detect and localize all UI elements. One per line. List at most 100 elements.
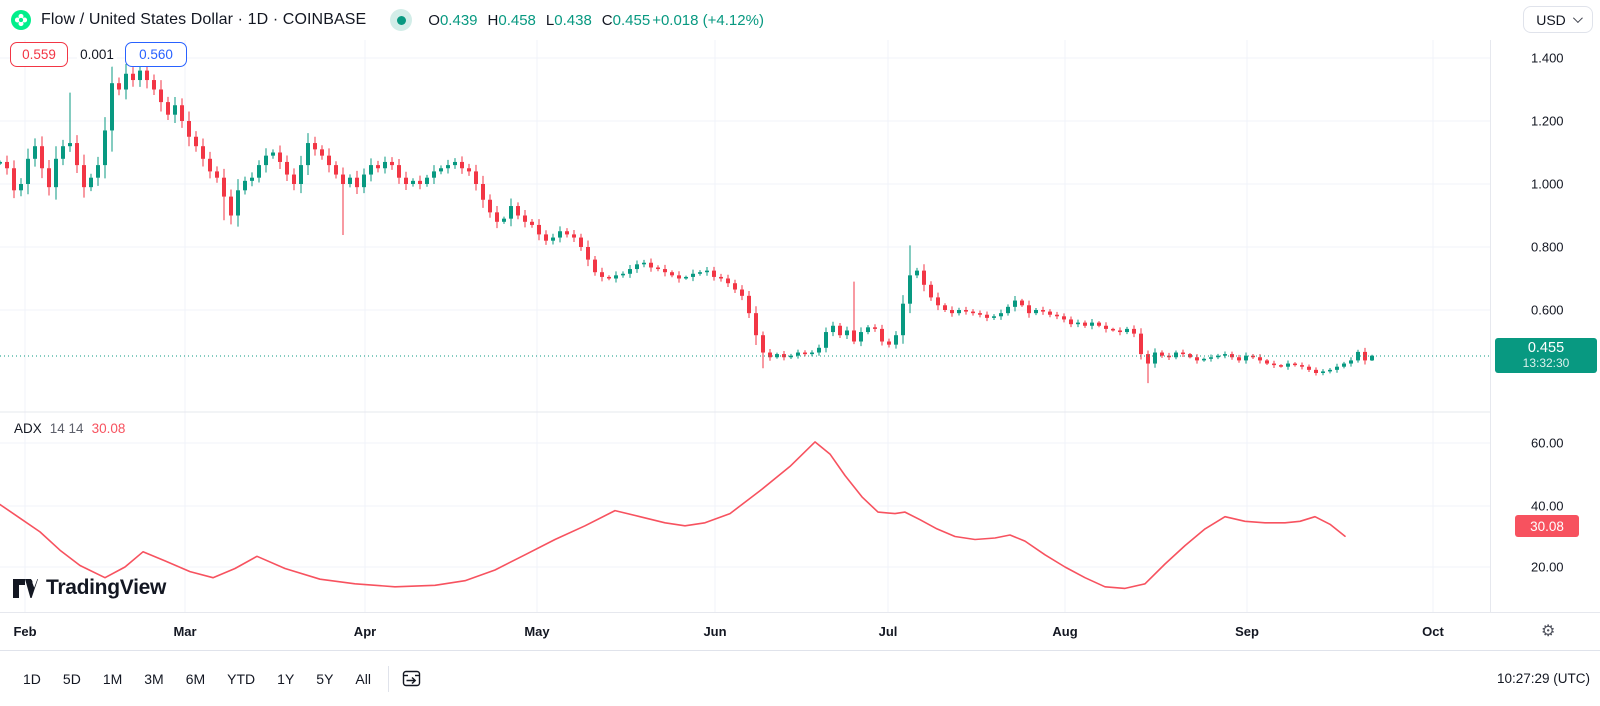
price-tick-label: 1.200 bbox=[1531, 113, 1564, 129]
currency-selector[interactable]: USD bbox=[1523, 6, 1593, 33]
market-status-icon[interactable] bbox=[390, 9, 413, 31]
candle-body bbox=[565, 231, 569, 235]
candle-body bbox=[439, 168, 443, 172]
candle-body bbox=[481, 184, 485, 200]
utc-clock[interactable]: 10:27:29 (UTC) bbox=[1496, 671, 1590, 686]
candle-body bbox=[33, 146, 37, 159]
adx-tick-label: 60.00 bbox=[1531, 435, 1564, 451]
range-button-all[interactable]: All bbox=[355, 670, 371, 687]
candle-body bbox=[467, 168, 471, 172]
candle-body bbox=[866, 327, 870, 333]
candle-body bbox=[278, 152, 282, 162]
candle-body bbox=[957, 310, 961, 314]
month-label-may[interactable]: May bbox=[524, 624, 550, 639]
candle-body bbox=[173, 105, 177, 115]
bar-countdown: 13:32:30 bbox=[1522, 356, 1570, 370]
candle-body bbox=[1349, 360, 1353, 364]
range-button-6m[interactable]: 6M bbox=[185, 670, 206, 687]
candle-body bbox=[516, 206, 520, 216]
month-label-jun[interactable]: Jun bbox=[703, 624, 727, 639]
candle-body bbox=[460, 161, 464, 169]
go-to-date-button[interactable] bbox=[401, 668, 422, 689]
candle-body bbox=[873, 327, 877, 329]
chevron-down-icon bbox=[1572, 13, 1583, 24]
candle-body bbox=[824, 332, 828, 348]
candle-body bbox=[327, 155, 331, 166]
candle-body bbox=[166, 102, 170, 115]
range-button-1d[interactable]: 1D bbox=[23, 670, 41, 687]
candle-body bbox=[369, 165, 373, 175]
candle-body bbox=[642, 262, 646, 265]
adx-value: 30.08 bbox=[91, 421, 126, 436]
candle-body bbox=[495, 212, 499, 222]
candle-body bbox=[124, 73, 128, 90]
month-label-jul[interactable]: Jul bbox=[878, 624, 898, 639]
range-button-1y[interactable]: 1Y bbox=[277, 670, 295, 687]
candle-body bbox=[1153, 352, 1157, 364]
buy-price-button[interactable]: 0.560 bbox=[125, 42, 187, 67]
price-tick-label: 1.000 bbox=[1531, 176, 1564, 192]
range-button-5d[interactable]: 5D bbox=[62, 670, 81, 687]
gear-icon[interactable]: ⚙ bbox=[1541, 623, 1556, 640]
candle-body bbox=[320, 149, 324, 156]
candle-body bbox=[579, 237, 583, 247]
candle-body bbox=[1055, 314, 1059, 317]
candle-body bbox=[1335, 366, 1339, 370]
range-button-5y[interactable]: 5Y bbox=[316, 670, 334, 687]
candle-body bbox=[1013, 300, 1017, 307]
tradingview-watermark[interactable]: TradingView bbox=[12, 576, 166, 600]
candle-body bbox=[838, 325, 842, 336]
candle-body bbox=[929, 284, 933, 298]
candle-body bbox=[1097, 322, 1101, 326]
candle-body bbox=[152, 80, 156, 90]
candle-body bbox=[61, 146, 65, 159]
sell-price-button[interactable]: 0.559 bbox=[10, 42, 68, 67]
candle-body bbox=[5, 161, 9, 169]
range-button-3m[interactable]: 3M bbox=[144, 670, 164, 687]
last-price-badge: 0.455 13:32:30 bbox=[1495, 338, 1597, 373]
candle-body bbox=[145, 70, 149, 81]
candle-body bbox=[537, 224, 541, 235]
range-button-ytd[interactable]: YTD bbox=[227, 670, 256, 687]
candle-body bbox=[691, 273, 695, 277]
month-label-sep[interactable]: Sep bbox=[1235, 624, 1259, 639]
flow-logo-icon[interactable] bbox=[10, 9, 32, 31]
candle-body bbox=[355, 177, 359, 188]
candle-body bbox=[1300, 365, 1304, 367]
candle-body bbox=[397, 165, 401, 178]
adx-indicator-legend[interactable]: ADX 14 14 30.08 bbox=[14, 421, 125, 436]
price-axis[interactable]: 1.400 1.200 1.000 0.800 0.600 60.00 40.00 20.0… bbox=[1490, 40, 1600, 612]
month-label-feb[interactable]: Feb bbox=[13, 624, 37, 639]
candle-body bbox=[992, 316, 996, 318]
time-axis[interactable]: Feb Mar Apr May Jun Jul Aug Sep Oct ⚙ bbox=[0, 612, 1600, 650]
range-button-1m[interactable]: 1M bbox=[102, 670, 123, 687]
candle-body bbox=[635, 264, 639, 270]
candle-body bbox=[89, 177, 93, 188]
candle-body bbox=[768, 352, 772, 358]
symbol-title[interactable]: Flow / United States Dollar · 1D · COINB… bbox=[41, 11, 367, 28]
tradingview-logo-icon bbox=[13, 578, 38, 598]
candle-body bbox=[341, 174, 345, 184]
candle-body bbox=[747, 295, 751, 314]
month-label-aug[interactable]: Aug bbox=[1052, 624, 1078, 639]
currency-selector-value: USD bbox=[1536, 11, 1566, 28]
candle-body bbox=[1307, 366, 1311, 370]
month-label-apr[interactable]: Apr bbox=[353, 624, 377, 639]
candle-body bbox=[915, 270, 919, 276]
chart-canvas[interactable] bbox=[0, 0, 1490, 612]
candle-body bbox=[264, 155, 268, 166]
bottom-toolbar: 1D 5D 1M 3M 6M YTD 1Y 5Y All 10:27:29 (UTC) bbox=[0, 650, 1600, 706]
candle-body bbox=[411, 180, 415, 184]
candle-body bbox=[1146, 354, 1150, 364]
candle-body bbox=[831, 325, 835, 333]
candle-body bbox=[1244, 355, 1248, 361]
adx-name: ADX bbox=[14, 421, 42, 436]
candle-body bbox=[208, 158, 212, 172]
candle-body bbox=[1188, 354, 1192, 358]
month-label-mar[interactable]: Mar bbox=[173, 624, 197, 639]
candle-body bbox=[950, 310, 954, 314]
candle-body bbox=[1006, 306, 1010, 314]
month-label-oct[interactable]: Oct bbox=[1422, 624, 1444, 639]
candle-body bbox=[453, 161, 457, 166]
candle-body bbox=[1216, 355, 1220, 358]
